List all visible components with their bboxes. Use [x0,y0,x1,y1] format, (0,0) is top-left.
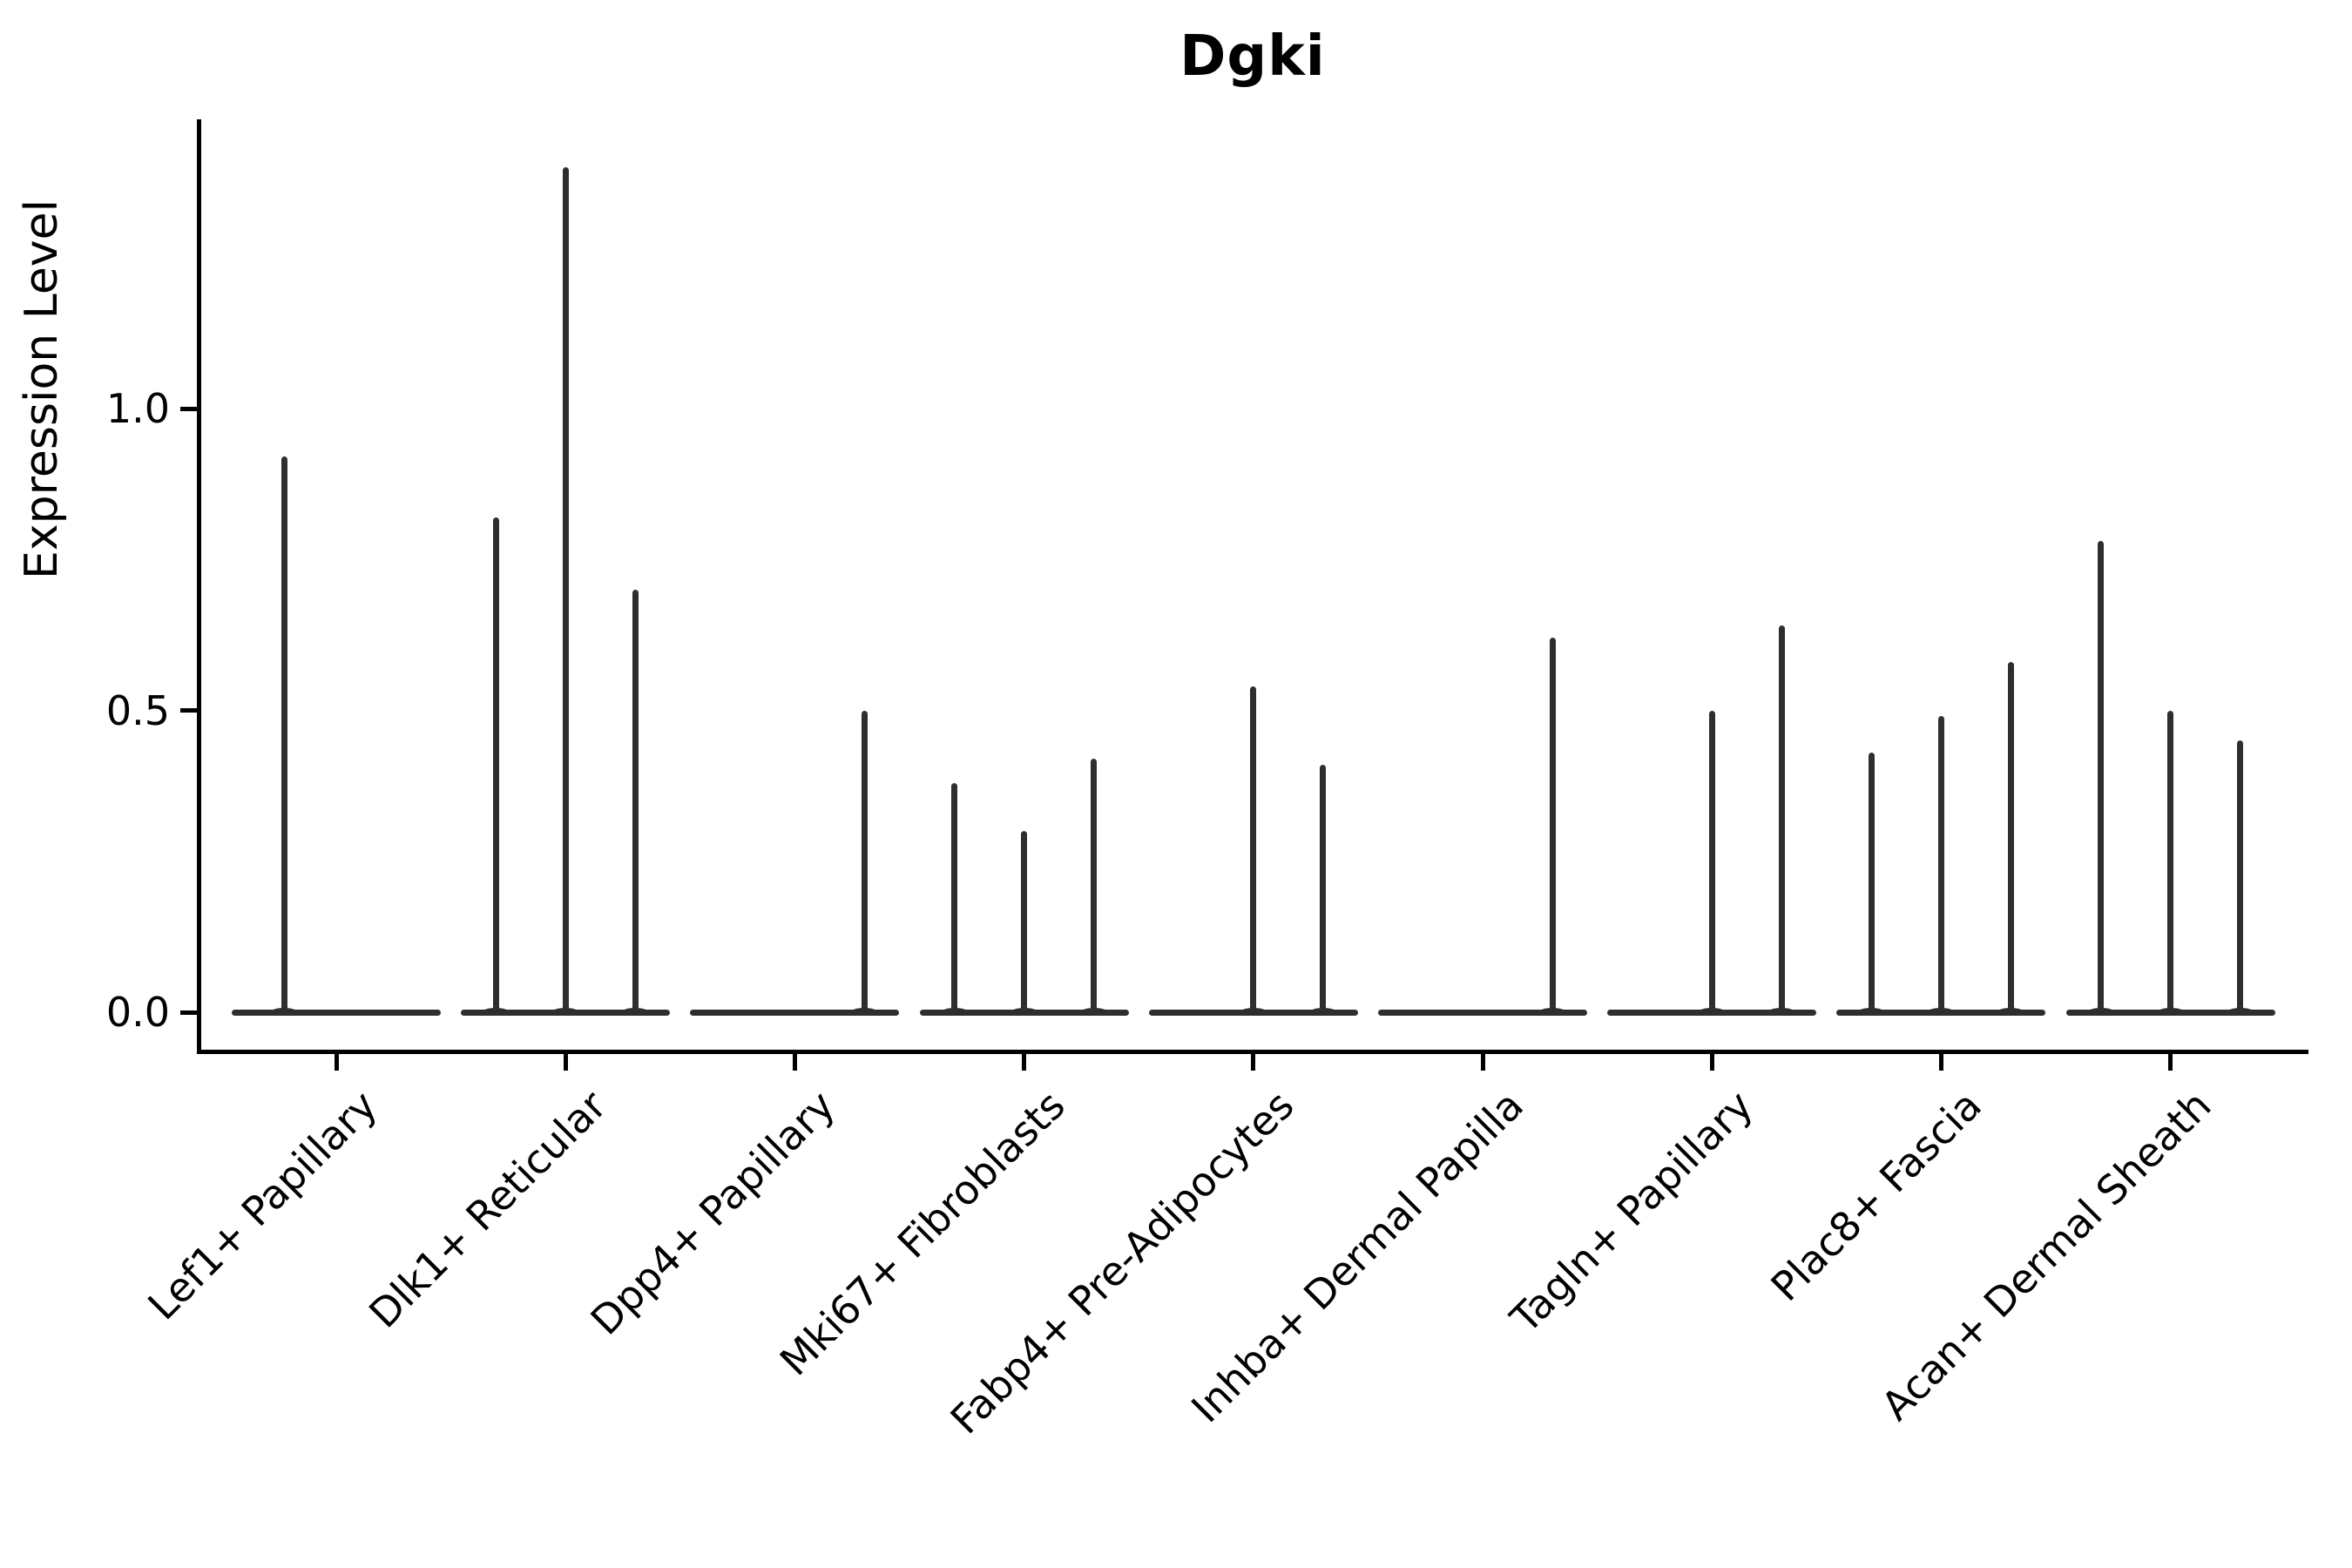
violin-baseline [690,1009,900,1016]
y-tick [180,406,197,411]
violin-spike [492,517,499,1015]
violin-spike [2007,662,2014,1015]
x-tick-label: Lef1+ Papillary [138,1081,386,1329]
violin-spike [1778,625,1785,1015]
violin-spike [2167,710,2174,1015]
violin-spike [951,782,958,1015]
violin-spike [1549,638,1556,1015]
violin-baseline [1378,1009,1587,1016]
violin-spike [1250,686,1257,1015]
x-tick [1022,1054,1027,1071]
plot-area [197,119,2308,1054]
violin-spike [1868,753,1875,1015]
y-tick [180,1010,197,1015]
chart-title: Dgki [1179,24,1326,89]
y-tick-label: 0.0 [105,989,170,1036]
violin-spike [1320,764,1327,1015]
violin-spike [1091,758,1098,1015]
y-tick-label: 0.5 [105,686,170,734]
violin-spike [562,166,569,1015]
x-tick [1480,1054,1485,1071]
violin-spike [632,589,639,1015]
x-tick [792,1054,797,1071]
y-tick [180,708,197,713]
y-tick-label: 1.0 [105,385,170,432]
violin-spike [861,710,868,1015]
x-tick [1709,1054,1714,1071]
violin-spike [280,456,287,1015]
violin-spike [1021,831,1028,1015]
x-tick-label: Dlk1+ Reticular [359,1081,615,1337]
x-tick-label: Plac8+ Fascia [1761,1081,1991,1310]
violin-baseline [232,1009,441,1016]
x-tick [2168,1054,2173,1071]
x-tick [563,1054,568,1071]
x-tick-label: Tagln+ Papillary [1501,1081,1761,1342]
x-tick [334,1054,339,1071]
violin-spike [2237,740,2244,1015]
violin-spike [1937,716,1944,1015]
x-tick [1251,1054,1256,1071]
violin-spike [1708,710,1715,1015]
x-tick-label: Dpp4+ Papillary [581,1081,845,1344]
x-tick [1938,1054,1943,1071]
violin-spike [2098,541,2105,1015]
